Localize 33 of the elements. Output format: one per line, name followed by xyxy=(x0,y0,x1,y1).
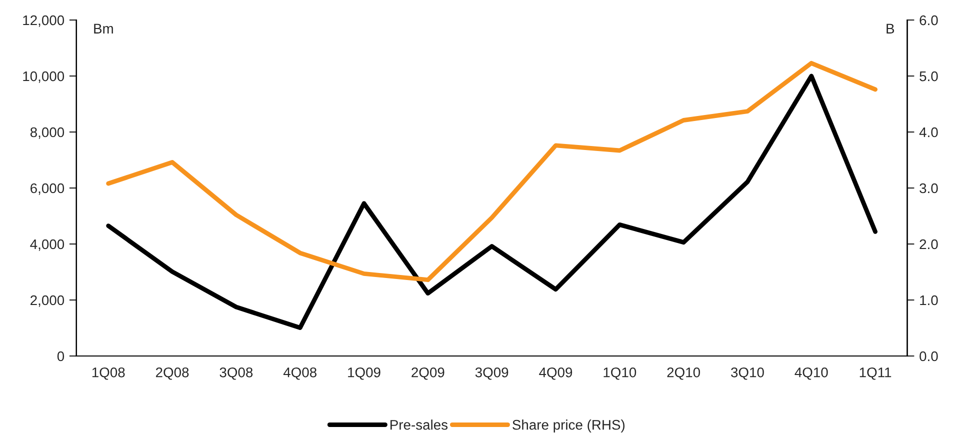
x-tick-label: 3Q09 xyxy=(475,367,508,380)
y-axis-title: Bm xyxy=(94,24,113,34)
x-tick-label: 4Q09 xyxy=(539,367,572,380)
x-tick-label: 4Q10 xyxy=(794,367,828,380)
y2-tick-label: 3.0 xyxy=(920,183,938,194)
y-tick-label: 6,000 xyxy=(30,183,64,195)
legend-label: Share price (RHS) xyxy=(512,420,625,432)
y-tick-label: 8,000 xyxy=(30,127,64,139)
y2-tick-label: 5.0 xyxy=(920,71,938,82)
y-tick-label: 2,000 xyxy=(30,295,64,307)
y2-tick-label: 1.0 xyxy=(920,295,938,306)
x-tick-label: 2Q10 xyxy=(667,367,700,380)
x-tick-label: 2Q08 xyxy=(156,367,189,380)
x-tick-label: 1Q09 xyxy=(348,367,380,380)
y-tick-label: 0 xyxy=(57,351,64,362)
x-tick-label: 4Q08 xyxy=(283,367,316,380)
x-tick-label: 1Q08 xyxy=(92,367,125,380)
x-tick-label: 1Q11 xyxy=(860,367,892,380)
x-tick-label: 1Q10 xyxy=(604,367,636,380)
x-tick-label: 3Q10 xyxy=(731,367,764,380)
y2-axis-title: B xyxy=(886,24,894,34)
line-series xyxy=(106,74,878,330)
line-series xyxy=(106,60,878,282)
y2-tick-label: 0.0 xyxy=(920,351,938,362)
y2-tick-label: 6.0 xyxy=(920,15,938,26)
legend-label: Pre-sales xyxy=(390,420,448,430)
y-tick-label: 12,000 xyxy=(23,15,64,27)
y2-tick-label: 4.0 xyxy=(919,127,938,138)
y2-tick-label: 2.0 xyxy=(920,239,938,250)
y-tick-label: 4,000 xyxy=(30,239,64,251)
x-tick-label: 2Q09 xyxy=(412,367,444,380)
y-tick-label: 10,000 xyxy=(23,71,64,83)
x-tick-label: 3Q08 xyxy=(220,367,253,380)
